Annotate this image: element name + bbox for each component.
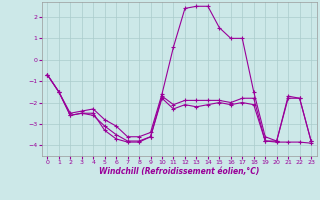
- X-axis label: Windchill (Refroidissement éolien,°C): Windchill (Refroidissement éolien,°C): [99, 167, 260, 176]
